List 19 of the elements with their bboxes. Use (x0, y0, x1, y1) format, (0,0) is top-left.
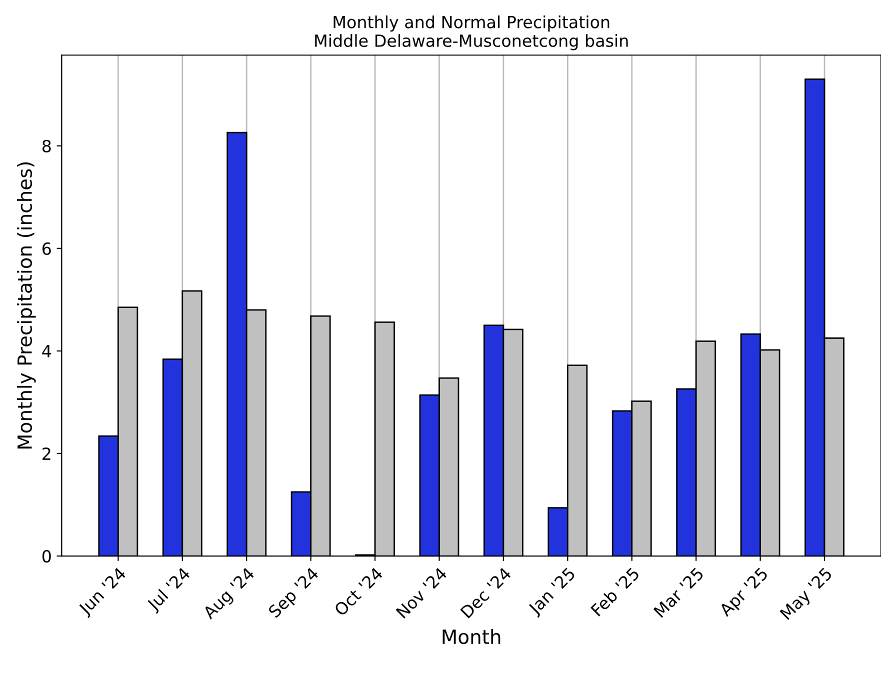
x-tick-label: Oct '24 (334, 566, 384, 617)
x-tick-label: Mar '25 (653, 566, 704, 618)
y-tick-label: 2 (42, 447, 50, 460)
y-tick-label: 8 (42, 140, 51, 152)
y-tick-label: 4 (42, 345, 52, 358)
x-axis-title: Month (442, 629, 500, 644)
x-tick-label: Jul '24 (146, 566, 194, 614)
x-tick-label: Feb '25 (590, 566, 640, 617)
x-tick-label: Jun '24 (77, 566, 129, 618)
x-tick-label: Sep '24 (268, 566, 322, 621)
chart-subtitle: Middle Delaware-Musconetcong basin (315, 34, 628, 50)
y-axis-title: Monthly Precipitation (inches) (16, 162, 36, 449)
x-tick-label: Jan '25 (527, 566, 578, 618)
y-tick-label: 6 (42, 242, 51, 255)
y-tick-label: 0 (42, 550, 51, 563)
x-tick-label: Dec '24 (460, 566, 512, 618)
x-tick-label: Apr '25 (718, 566, 771, 620)
chart-title: Monthly and Normal Precipitation (334, 15, 610, 32)
x-tick-label: Nov '24 (396, 566, 448, 619)
